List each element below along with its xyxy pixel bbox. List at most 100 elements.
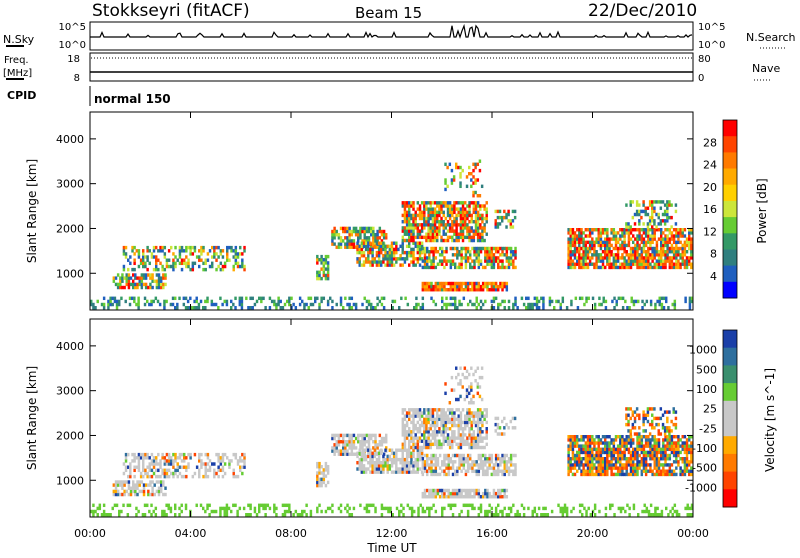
velocity-cell <box>134 493 136 496</box>
velocity-cell <box>632 441 634 444</box>
power-cell <box>348 303 350 306</box>
power-cell <box>456 250 458 253</box>
power-cell <box>468 166 470 169</box>
velocity-cell <box>463 454 465 457</box>
velocity-cell <box>412 467 414 470</box>
power-cell <box>460 223 462 226</box>
velocity-cell <box>430 446 432 449</box>
power-cell <box>444 163 446 166</box>
velocity-cell <box>664 473 666 476</box>
velocity-cell <box>424 454 426 457</box>
power-cell <box>336 233 338 236</box>
power-cell <box>376 251 378 254</box>
power-cell <box>288 297 290 300</box>
power-cell <box>450 288 452 291</box>
power-cell <box>351 233 353 236</box>
power-cell <box>453 178 455 181</box>
power-cell <box>404 260 406 263</box>
velocity-cell <box>602 451 604 454</box>
velocity-cell <box>404 424 406 427</box>
velocity-cell <box>408 467 410 470</box>
power-cell <box>316 274 318 277</box>
power-cell <box>142 249 144 252</box>
power-cell <box>621 228 623 231</box>
power-cell <box>425 236 427 239</box>
velocity-cell <box>636 473 638 476</box>
velocity-cell <box>344 443 346 446</box>
power-cell <box>333 230 335 233</box>
power-cell <box>133 246 135 249</box>
power-cell <box>380 251 382 254</box>
power-cell <box>447 214 449 217</box>
velocity-cell <box>458 495 460 498</box>
power-cell <box>439 285 441 288</box>
power-cell <box>168 265 170 268</box>
velocity-cell <box>363 464 365 467</box>
velocity-cell <box>316 465 318 468</box>
velocity-cell <box>117 480 119 483</box>
velocity-cell <box>410 452 412 455</box>
velocity-cell <box>415 411 417 414</box>
velocity-cell <box>570 448 572 451</box>
power-cell <box>230 249 232 252</box>
power-cell <box>460 285 462 288</box>
power-cell <box>636 200 638 203</box>
power-colorbar-swatch-3 <box>723 169 737 186</box>
power-cell <box>141 286 143 289</box>
velocity-cell <box>437 492 439 495</box>
velocity-cell <box>168 462 170 465</box>
velocity-cell <box>606 444 608 447</box>
velocity-cell <box>432 495 434 498</box>
velocity-cell <box>430 495 432 498</box>
velocity-cell <box>371 461 373 464</box>
power-cell <box>658 237 660 240</box>
velocity-cell <box>510 457 512 460</box>
power-cell <box>636 250 638 253</box>
velocity-cell <box>587 470 589 473</box>
velocity-cell <box>325 465 327 468</box>
power-cell <box>664 259 666 262</box>
velocity-cell <box>318 471 320 474</box>
power-cell <box>608 237 610 240</box>
velocity-cell <box>666 417 668 420</box>
velocity-cell <box>581 513 583 516</box>
power-cell <box>280 300 282 303</box>
velocity-cell <box>475 414 477 417</box>
velocity-cell <box>417 461 419 464</box>
power-cell <box>432 300 434 303</box>
velocity-cell <box>428 507 430 510</box>
power-cell <box>419 263 421 266</box>
velocity-cell <box>178 513 180 516</box>
velocity-cell <box>595 473 597 476</box>
power-cell <box>151 273 153 276</box>
velocity-cell <box>391 458 393 461</box>
power-cell <box>359 260 361 263</box>
power-cell <box>415 211 417 214</box>
velocity-cell <box>432 430 434 433</box>
power-cell <box>630 203 632 206</box>
power-cell <box>445 263 447 266</box>
power-cell <box>427 229 429 232</box>
velocity-cell <box>422 492 424 495</box>
power-cell <box>161 265 163 268</box>
power-cell <box>647 213 649 216</box>
velocity-cell <box>570 470 572 473</box>
power-cell <box>651 256 653 259</box>
power-cell <box>430 250 432 253</box>
velocity-cell <box>239 469 241 472</box>
velocity-cell <box>637 513 639 516</box>
velocity-cell <box>497 466 499 469</box>
power-cell <box>476 288 478 291</box>
velocity-cell <box>376 467 378 470</box>
velocity-cell <box>185 475 187 478</box>
power-cell <box>454 288 456 291</box>
velocity-cell <box>574 435 576 438</box>
velocity-cell <box>435 492 437 495</box>
power-cell <box>189 268 191 271</box>
velocity-cell <box>643 457 645 460</box>
power-cell <box>455 201 457 204</box>
velocity-cell <box>417 446 419 449</box>
velocity-cell <box>443 457 445 460</box>
velocity-cell <box>425 418 427 421</box>
power-cell <box>593 263 595 266</box>
